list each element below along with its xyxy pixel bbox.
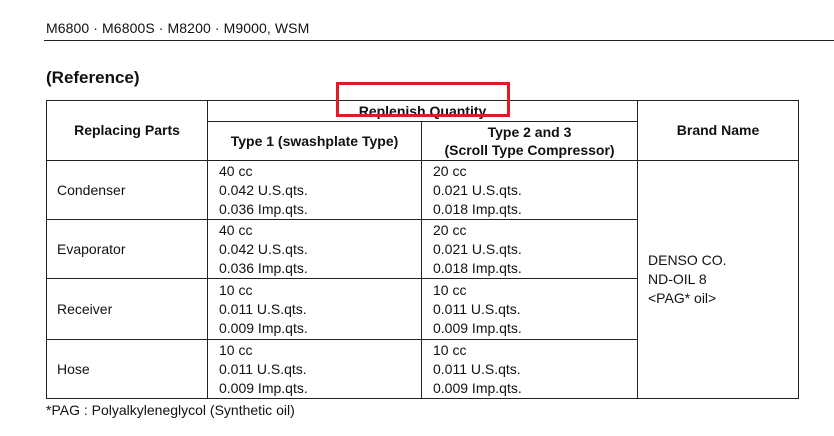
table-row: Hose 10 cc 0.011 U.S.qts. 0.009 Imp.qts.… [46,339,799,399]
type2-cell: 10 cc 0.011 U.S.qts. 0.009 Imp.qts. [421,339,638,399]
table-row: Receiver 10 cc 0.011 U.S.qts. 0.009 Imp.… [46,278,799,340]
type1-us-qts: 0.011 U.S.qts. [219,360,307,377]
table-row: Evaporator 40 cc 0.042 U.S.qts. 0.036 Im… [46,219,799,279]
type1-imp-qts: 0.009 Imp.qts. [219,379,308,396]
replenish-quantity-table: Replacing Parts Replenish Quantity Brand… [46,100,799,399]
part-cell: Condenser [46,160,208,220]
type2-us-qts: 0.011 U.S.qts. [433,360,521,377]
type1-cc: 10 cc [219,281,253,298]
type2-us-qts: 0.011 U.S.qts. [433,300,521,317]
table-row: Condenser 40 cc 0.042 U.S.qts. 0.036 Imp… [46,160,799,399]
brand-line-2: ND-OIL 8 [648,271,707,287]
type2-cc: 20 cc [433,221,467,238]
type2-cell: 20 cc 0.021 U.S.qts. 0.018 Imp.qts. [421,160,638,220]
type2-imp-qts: 0.018 Imp.qts. [433,259,522,276]
header-brand-name: Brand Name [637,100,799,161]
brand-name-cell: DENSO CO. ND-OIL 8 <PAG* oil> [637,160,799,399]
type1-imp-qts: 0.009 Imp.qts. [219,319,308,336]
type1-cell: 10 cc 0.011 U.S.qts. 0.009 Imp.qts. [207,278,422,340]
type2-us-qts: 0.021 U.S.qts. [433,240,522,257]
header-replacing-parts: Replacing Parts [46,100,208,161]
type1-cc: 40 cc [219,221,253,238]
header-type2-line2: (Scroll Type Compressor) [444,142,615,158]
type2-us-qts: 0.021 U.S.qts. [433,181,522,198]
header-type2-line1: Type 2 and 3 [487,124,572,140]
type1-imp-qts: 0.036 Imp.qts. [219,200,308,217]
type2-cell: 10 cc 0.011 U.S.qts. 0.009 Imp.qts. [421,278,638,340]
type1-imp-qts: 0.036 Imp.qts. [219,259,308,276]
type1-cc: 40 cc [219,162,253,179]
type2-cc: 10 cc [433,281,467,298]
brand-line-1: DENSO CO. [648,252,727,268]
header-type2: Type 2 and 3 (Scroll Type Compressor) [421,121,638,161]
type2-imp-qts: 0.009 Imp.qts. [433,319,522,336]
type2-cc: 10 cc [433,341,467,358]
type2-imp-qts: 0.018 Imp.qts. [433,200,522,217]
type2-cell: 20 cc 0.021 U.S.qts. 0.018 Imp.qts. [421,219,638,279]
header-divider [44,40,834,41]
type1-cell: 40 cc 0.042 U.S.qts. 0.036 Imp.qts. [207,219,422,279]
type1-us-qts: 0.042 U.S.qts. [219,240,308,257]
part-cell: Receiver [46,278,208,340]
footnote: *PAG : Polyalkyleneglycol (Synthetic oil… [46,402,295,418]
part-cell: Evaporator [46,219,208,279]
type1-us-qts: 0.042 U.S.qts. [219,181,308,198]
document-header: M6800 · M6800S · M8200 · M9000, WSM [46,20,310,36]
type1-cc: 10 cc [219,341,253,358]
section-title: (Reference) [46,68,140,87]
type1-cell: 40 cc 0.042 U.S.qts. 0.036 Imp.qts. [207,160,422,220]
type1-cell: 10 cc 0.011 U.S.qts. 0.009 Imp.qts. [207,339,422,399]
header-type1: Type 1 (swashplate Type) [207,121,422,161]
type1-us-qts: 0.011 U.S.qts. [219,300,307,317]
brand-line-3: <PAG* oil> [648,290,717,306]
type2-imp-qts: 0.009 Imp.qts. [433,379,522,396]
type2-cc: 20 cc [433,162,467,179]
header-replenish-quantity: Replenish Quantity [207,100,638,122]
part-cell: Hose [46,339,208,399]
